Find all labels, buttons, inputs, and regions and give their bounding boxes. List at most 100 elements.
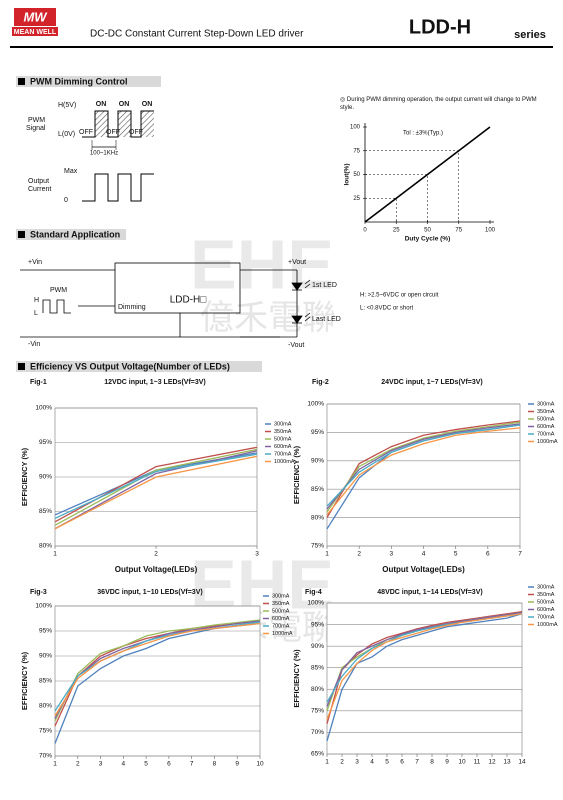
x-axis-label: Duty Cycle (%) xyxy=(405,236,451,243)
level-label: Max xyxy=(64,168,78,175)
series-line xyxy=(54,619,261,722)
legend-label: 700mA xyxy=(272,623,290,629)
x-tick-label: 10 xyxy=(458,759,466,766)
x-tick-label: 3 xyxy=(390,551,394,558)
legend-label: 1000mA xyxy=(272,631,293,637)
x-tick-label: 9 xyxy=(445,759,449,766)
figure-label: Fig-2 xyxy=(312,379,329,386)
on-label: ON xyxy=(142,101,153,108)
x-tick-label: 10 xyxy=(256,761,264,768)
y-tick-label: 90% xyxy=(311,458,324,465)
y-tick-label: 70% xyxy=(39,753,52,760)
x-tick-label: 50 xyxy=(424,228,431,234)
x-tick-label: 8 xyxy=(430,759,434,766)
x-tick-label: 6 xyxy=(486,551,490,558)
series-line xyxy=(54,622,261,717)
legend-label: 700mA xyxy=(537,431,555,437)
x-tick-label: 6 xyxy=(167,761,171,768)
y-tick-label: 90% xyxy=(39,653,52,660)
x-tick-label: 13 xyxy=(503,759,511,766)
series-label: series xyxy=(514,29,546,41)
legend-label: 300mA xyxy=(537,401,555,407)
x-tick-label: 5 xyxy=(454,551,458,558)
legend-label: 500mA xyxy=(537,416,555,422)
series-line xyxy=(326,424,521,507)
legend-label: 300mA xyxy=(537,584,555,590)
terminal-label: +Vin xyxy=(28,259,42,266)
y-tick-label: 80% xyxy=(39,543,52,550)
on-label: ON xyxy=(96,101,107,108)
y-axis-label: Iout(%) xyxy=(344,163,351,185)
on-label: ON xyxy=(119,101,130,108)
y-axis-label: EFFICIENCY (%) xyxy=(292,445,301,504)
x-tick-label: 1 xyxy=(53,551,57,558)
current-label: Output xyxy=(28,178,49,185)
chart-title: 36VDC input, 1~10 LEDs(Vf=3V) xyxy=(97,589,202,596)
plot-area xyxy=(326,602,523,755)
x-tick-label: 2 xyxy=(340,759,344,766)
series-line xyxy=(326,423,521,510)
chart-title: 48VDC input, 1~14 LEDs(Vf=3V) xyxy=(377,589,482,596)
series-line xyxy=(326,421,521,513)
header-rule xyxy=(10,46,553,48)
dimming-label: Dimming xyxy=(118,304,146,311)
legend-label: 500mA xyxy=(272,608,290,614)
x-tick-label: 3 xyxy=(99,761,103,768)
y-tick-label: 85% xyxy=(39,678,52,685)
y-tick-label: 90% xyxy=(39,474,52,481)
y-tick-label: 75% xyxy=(311,708,324,715)
x-tick-label: 7 xyxy=(190,761,194,768)
y-tick-label: 100 xyxy=(350,125,361,131)
y-tick-label: 95% xyxy=(311,429,324,436)
x-tick-label: 75 xyxy=(455,228,462,234)
x-axis-label: Output Voltage(LEDs) xyxy=(115,565,198,574)
x-tick-label: 5 xyxy=(385,759,389,766)
series-line xyxy=(326,427,521,516)
legend-label: 500mA xyxy=(537,599,555,605)
y-tick-label: 95% xyxy=(39,628,52,635)
level-label: H(5V) xyxy=(58,102,76,109)
logo-text: MEAN WELL xyxy=(14,29,57,36)
y-tick-label: 75% xyxy=(39,728,52,735)
x-tick-label: 8 xyxy=(213,761,217,768)
legend-label: 600mA xyxy=(274,444,292,450)
off-label: OFF xyxy=(106,129,120,136)
y-tick-label: 85% xyxy=(311,486,324,493)
section-title: Standard Application xyxy=(30,229,120,239)
note: ◎ During PWM dimming operation, the outp… xyxy=(340,97,537,111)
x-tick-label: 3 xyxy=(255,551,259,558)
y-tick-label: 80% xyxy=(39,703,52,710)
section-header: Standard Application xyxy=(16,229,126,240)
x-tick-label: 11 xyxy=(474,759,481,766)
terminal-label: -Vin xyxy=(28,341,40,348)
x-tick-label: 7 xyxy=(518,551,522,558)
logo-strip xyxy=(12,27,58,36)
y-axis-label: EFFICIENCY (%) xyxy=(20,447,29,506)
logo-mark: MW xyxy=(23,9,48,24)
series-line xyxy=(54,453,258,519)
x-tick-label: 7 xyxy=(415,759,419,766)
y-axis-label: EFFICIENCY (%) xyxy=(292,649,301,708)
series-line xyxy=(326,613,523,720)
x-axis-label: Output Voltage(LEDs) xyxy=(382,565,465,574)
x-tick-label: 1 xyxy=(53,761,57,768)
level-note: H: >2.5~6VDC or open circuit xyxy=(360,293,439,299)
x-tick-label: 12 xyxy=(488,759,496,766)
legend-label: 350mA xyxy=(272,601,290,607)
y-tick-label: 100% xyxy=(307,401,324,408)
application-diagram xyxy=(20,262,311,338)
legend-label: 1000mA xyxy=(537,439,558,445)
device-label: LDD-H□ xyxy=(170,295,207,306)
x-tick-label: 14 xyxy=(518,759,526,766)
y-tick-label: 95% xyxy=(39,439,52,446)
y-tick-label: 100% xyxy=(307,600,324,607)
series-line xyxy=(326,610,523,724)
y-tick-label: 100% xyxy=(35,405,52,412)
logo-box xyxy=(14,8,56,26)
y-tick-label: 80% xyxy=(311,514,324,521)
series-line xyxy=(364,126,491,223)
x-tick-label: 9 xyxy=(235,761,239,768)
led-label: Last LED xyxy=(312,316,341,323)
off-label: OFF xyxy=(79,129,93,136)
x-tick-label: 1 xyxy=(325,759,329,766)
